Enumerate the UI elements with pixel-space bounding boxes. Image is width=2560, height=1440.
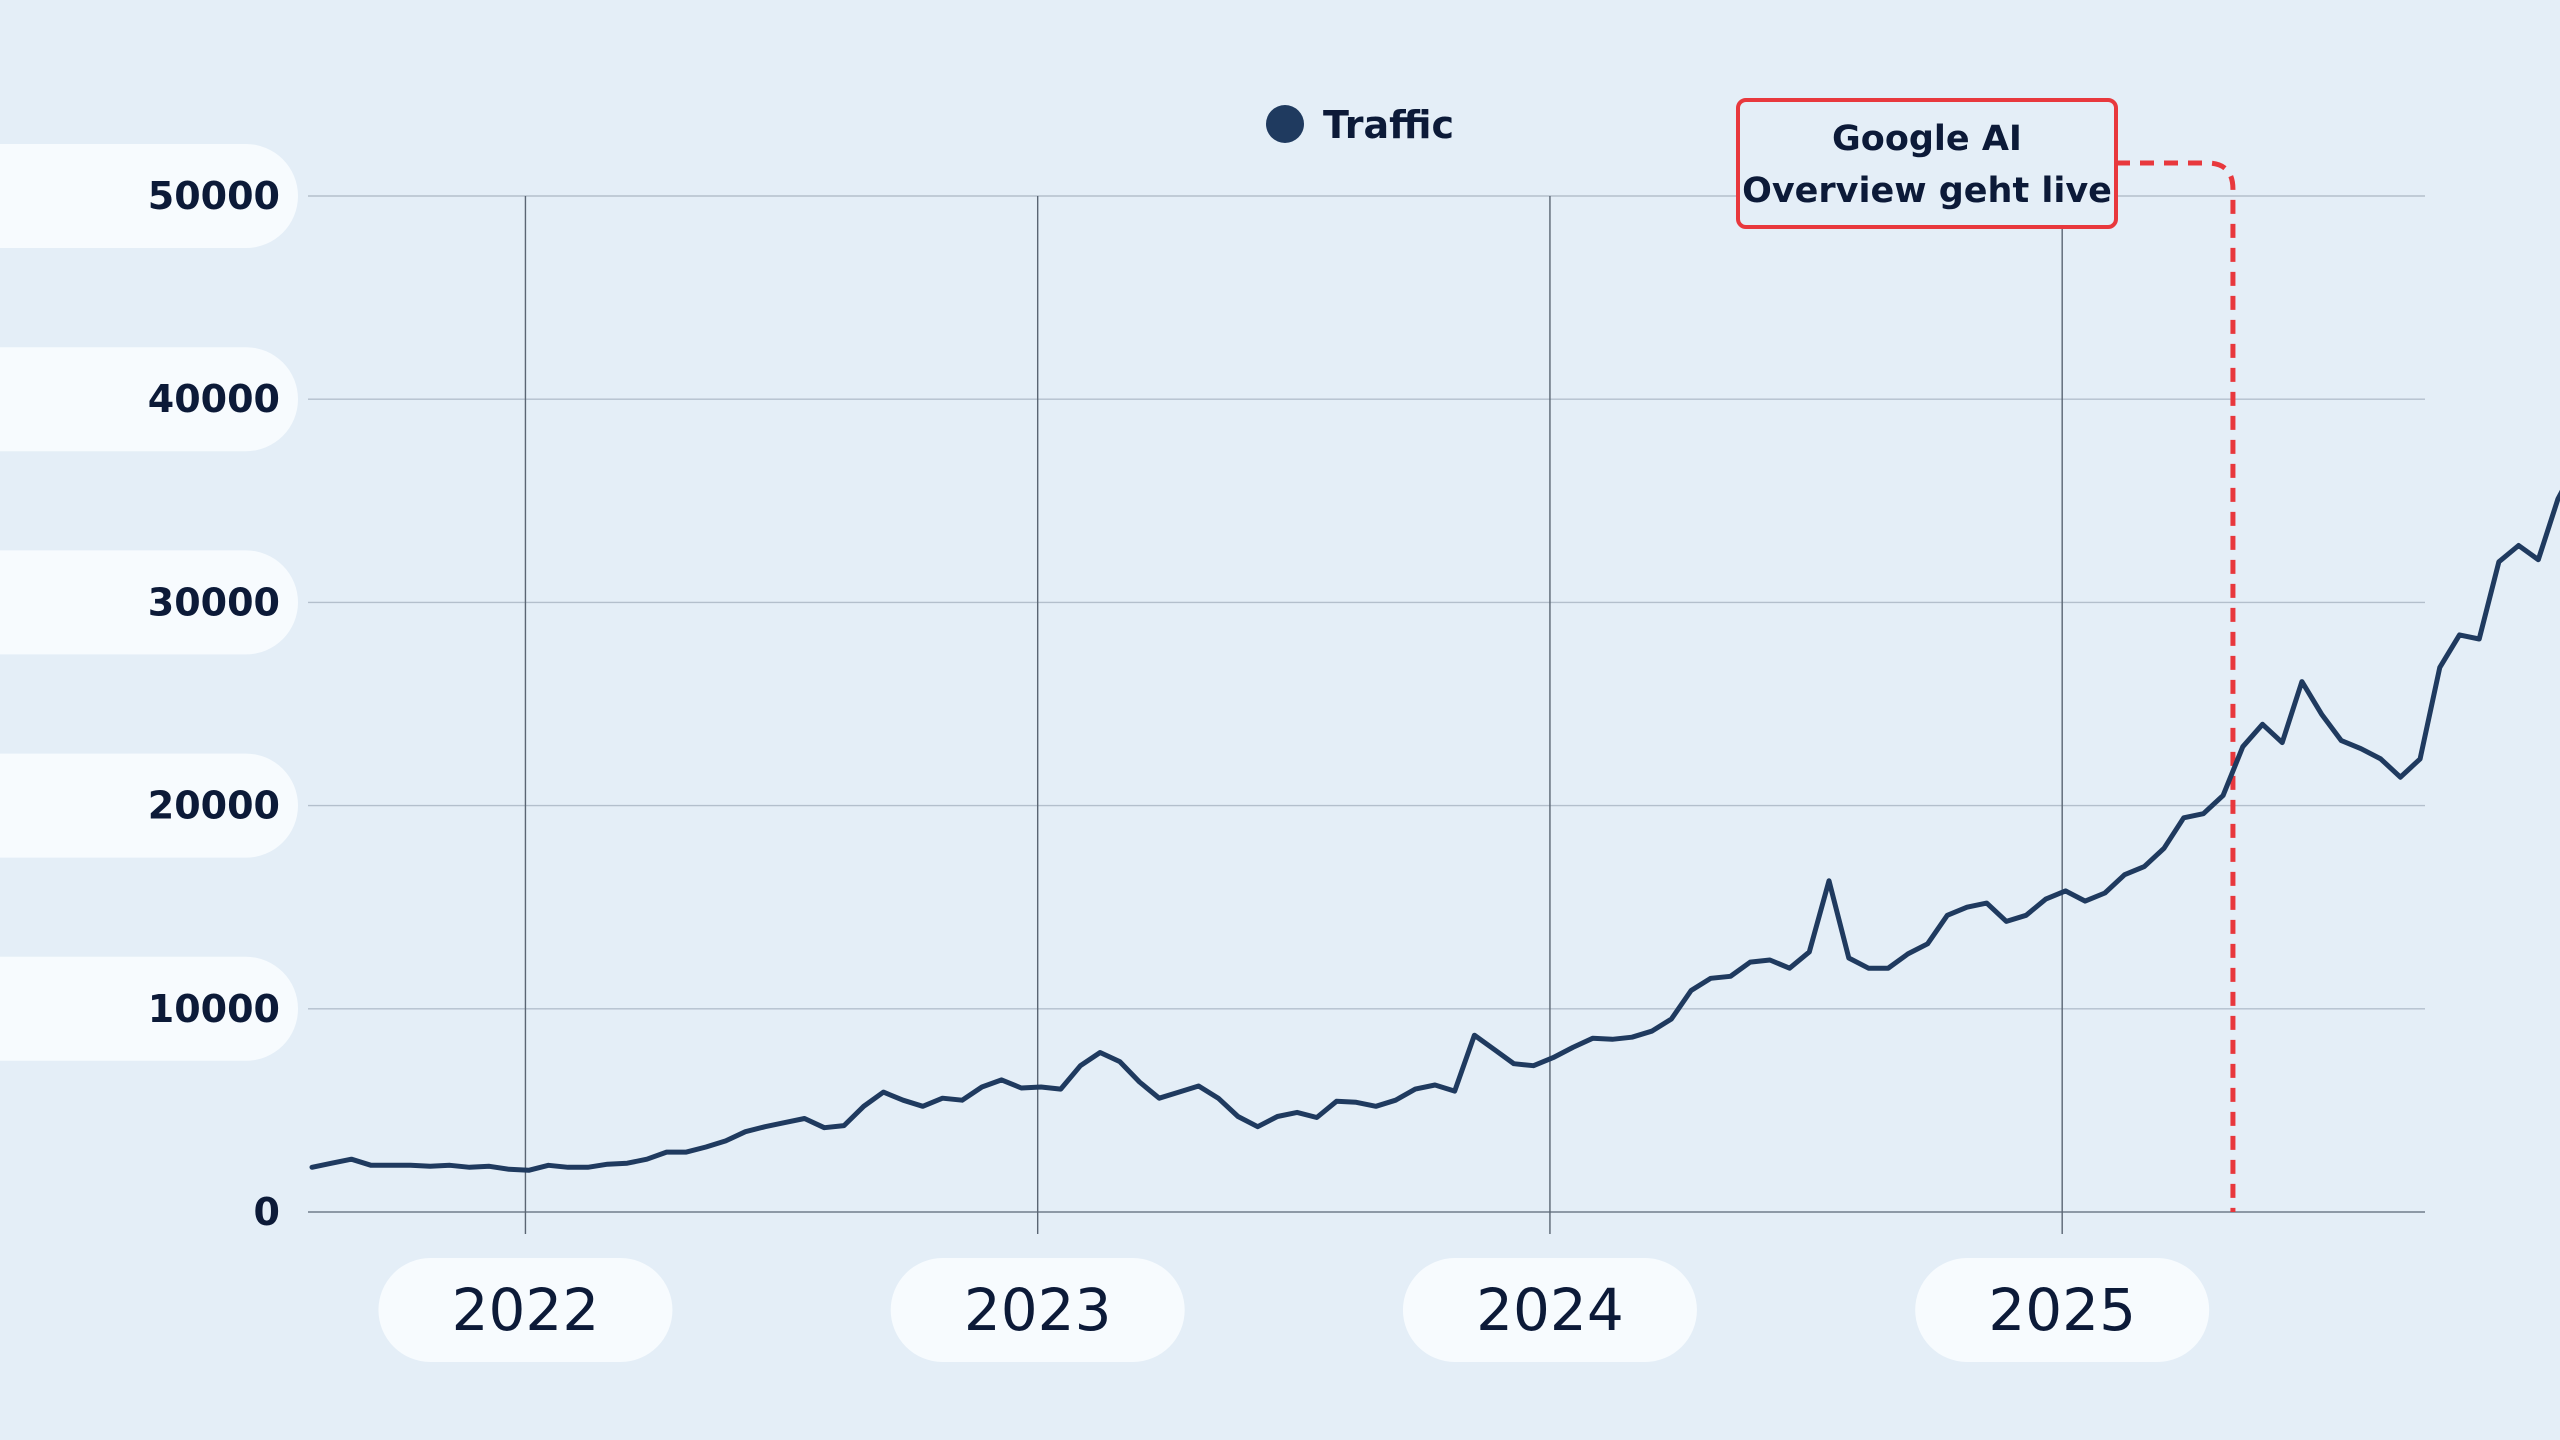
y-tick-label-20000: 20000: [148, 784, 280, 828]
series-layer: [309, 489, 2560, 1173]
x-tick-pill-2022: [378, 1258, 673, 1362]
legend[interactable]: Traffic: [1266, 103, 1454, 147]
annotation-line-layer: [2116, 160, 2236, 1212]
x-tick-pill-2025: [1915, 1258, 2210, 1362]
legend-label: Traffic: [1323, 103, 1454, 147]
y-tick-label-0: 0: [254, 1190, 280, 1234]
y-tick-label-10000: 10000: [148, 987, 280, 1031]
x-tick-label-2025: 2025: [1988, 1276, 2136, 1344]
legend-marker-icon: [1266, 105, 1304, 143]
grid-layer: [308, 195, 2425, 1234]
annotation-label-line: Google AI: [1832, 119, 2022, 159]
annotation-dashed-line: [2116, 160, 2236, 1212]
annotation-label: Google AI Overview geht live: [1742, 119, 2112, 211]
y-tick-label-30000: 30000: [148, 580, 280, 624]
y-tick-pill-50000: [0, 144, 298, 248]
x-tick-pill-2024: [1402, 1258, 1697, 1362]
y-tick-pill-40000: [0, 347, 298, 452]
y-tick-pill-30000: [0, 550, 298, 655]
annotation-box: [1736, 98, 2118, 229]
y-tick-label-40000: 40000: [148, 377, 280, 421]
annotation-label-line: Overview geht live: [1742, 171, 2112, 211]
label-pills-layer: 0 10000 20000 30000 40000 50000 2022 2023 2024 20…: [0, 144, 2210, 1362]
y-tick-pill-20000: [0, 753, 298, 858]
x-tick-label-2022: 2022: [452, 1276, 600, 1344]
y-tick-pill-10000: [0, 956, 298, 1061]
series-line-traffic: [309, 489, 2560, 1173]
x-tick-label-2023: 2023: [964, 1276, 1112, 1344]
x-tick-pill-2023: [890, 1258, 1185, 1362]
annotation-box-layer: Google AI Overview geht live: [1736, 98, 2118, 229]
y-tick-label-50000: 50000: [148, 174, 280, 218]
x-tick-label-2024: 2024: [1476, 1276, 1624, 1344]
